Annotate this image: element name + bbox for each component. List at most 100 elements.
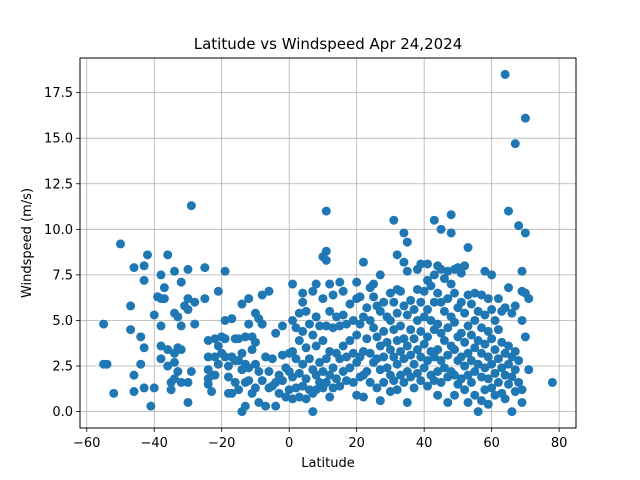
data-point — [463, 243, 473, 253]
data-point — [358, 346, 368, 356]
data-point — [244, 376, 254, 386]
data-point — [372, 383, 382, 393]
data-point — [176, 277, 186, 287]
data-point — [433, 390, 443, 400]
data-point — [480, 339, 490, 349]
data-point — [308, 407, 318, 417]
data-point — [358, 392, 368, 402]
data-point — [450, 345, 460, 355]
data-point — [477, 290, 487, 300]
data-point — [240, 332, 250, 342]
data-point — [365, 315, 375, 325]
data-point — [477, 372, 487, 382]
data-point — [416, 376, 426, 386]
data-point — [504, 379, 514, 389]
data-point — [308, 330, 318, 340]
data-point — [210, 334, 220, 344]
data-point — [433, 366, 443, 376]
data-point — [520, 332, 530, 342]
data-point — [325, 346, 335, 356]
data-point — [186, 366, 196, 376]
data-point — [271, 401, 281, 411]
data-point — [436, 377, 446, 387]
y-tick-label: 7.5 — [52, 268, 73, 283]
data-point — [426, 281, 436, 291]
data-point — [244, 294, 254, 304]
data-point — [504, 283, 514, 293]
data-point — [423, 332, 433, 342]
data-point — [250, 337, 260, 347]
data-point — [493, 354, 503, 364]
data-point — [345, 299, 355, 309]
data-point — [466, 330, 476, 340]
data-points — [99, 69, 557, 417]
data-point — [139, 383, 149, 393]
data-point — [487, 359, 497, 369]
data-point — [517, 385, 527, 395]
data-point — [463, 348, 473, 358]
data-point — [169, 266, 179, 276]
data-point — [149, 383, 159, 393]
data-point — [375, 365, 385, 375]
data-point — [288, 279, 298, 289]
data-point — [392, 308, 402, 318]
data-point — [277, 376, 287, 386]
data-point — [136, 359, 146, 369]
data-point — [460, 337, 470, 347]
data-point — [176, 321, 186, 331]
y-tick-label: 2.5 — [52, 360, 73, 375]
data-point — [466, 356, 476, 366]
data-point — [318, 294, 328, 304]
data-point — [227, 314, 237, 324]
data-point — [331, 374, 341, 384]
data-point — [483, 326, 493, 336]
data-point — [463, 290, 473, 300]
data-point — [247, 345, 257, 355]
data-point — [348, 315, 358, 325]
data-point — [173, 366, 183, 376]
data-point — [456, 328, 466, 338]
data-point — [250, 359, 260, 369]
data-point — [409, 383, 419, 393]
data-point — [156, 354, 166, 364]
data-point — [328, 383, 338, 393]
data-point — [362, 366, 372, 376]
data-point — [406, 350, 416, 360]
data-point — [352, 330, 362, 340]
data-point — [325, 306, 335, 316]
data-point — [176, 377, 186, 387]
data-point — [480, 310, 490, 320]
data-point — [234, 334, 244, 344]
data-point — [234, 356, 244, 366]
data-point — [335, 277, 345, 287]
y-axis-ticks: 0.0 2.5 5.0 7.5 10.0 12.5 15.0 17.5 — [44, 86, 80, 420]
data-point — [372, 332, 382, 342]
data-point — [429, 297, 439, 307]
data-point — [284, 385, 294, 395]
data-point — [446, 228, 456, 238]
data-point — [463, 397, 473, 407]
data-point — [402, 266, 412, 276]
data-point — [139, 261, 149, 271]
data-point — [443, 350, 453, 360]
data-point — [345, 336, 355, 346]
x-axis-ticks: −60 −40 −20 0 20 40 60 80 — [73, 428, 567, 451]
data-point — [490, 368, 500, 378]
data-point — [399, 354, 409, 364]
data-point — [355, 292, 365, 302]
data-point — [480, 266, 490, 276]
data-point — [396, 286, 406, 296]
data-point — [392, 385, 402, 395]
data-point — [409, 305, 419, 315]
data-point — [176, 345, 186, 355]
data-point — [267, 354, 277, 364]
data-point — [261, 401, 271, 411]
data-point — [480, 363, 490, 373]
data-point — [416, 297, 426, 307]
data-point — [375, 396, 385, 406]
data-point — [412, 368, 422, 378]
x-tick-label: −60 — [73, 436, 100, 451]
data-point — [321, 246, 331, 256]
data-point — [396, 346, 406, 356]
